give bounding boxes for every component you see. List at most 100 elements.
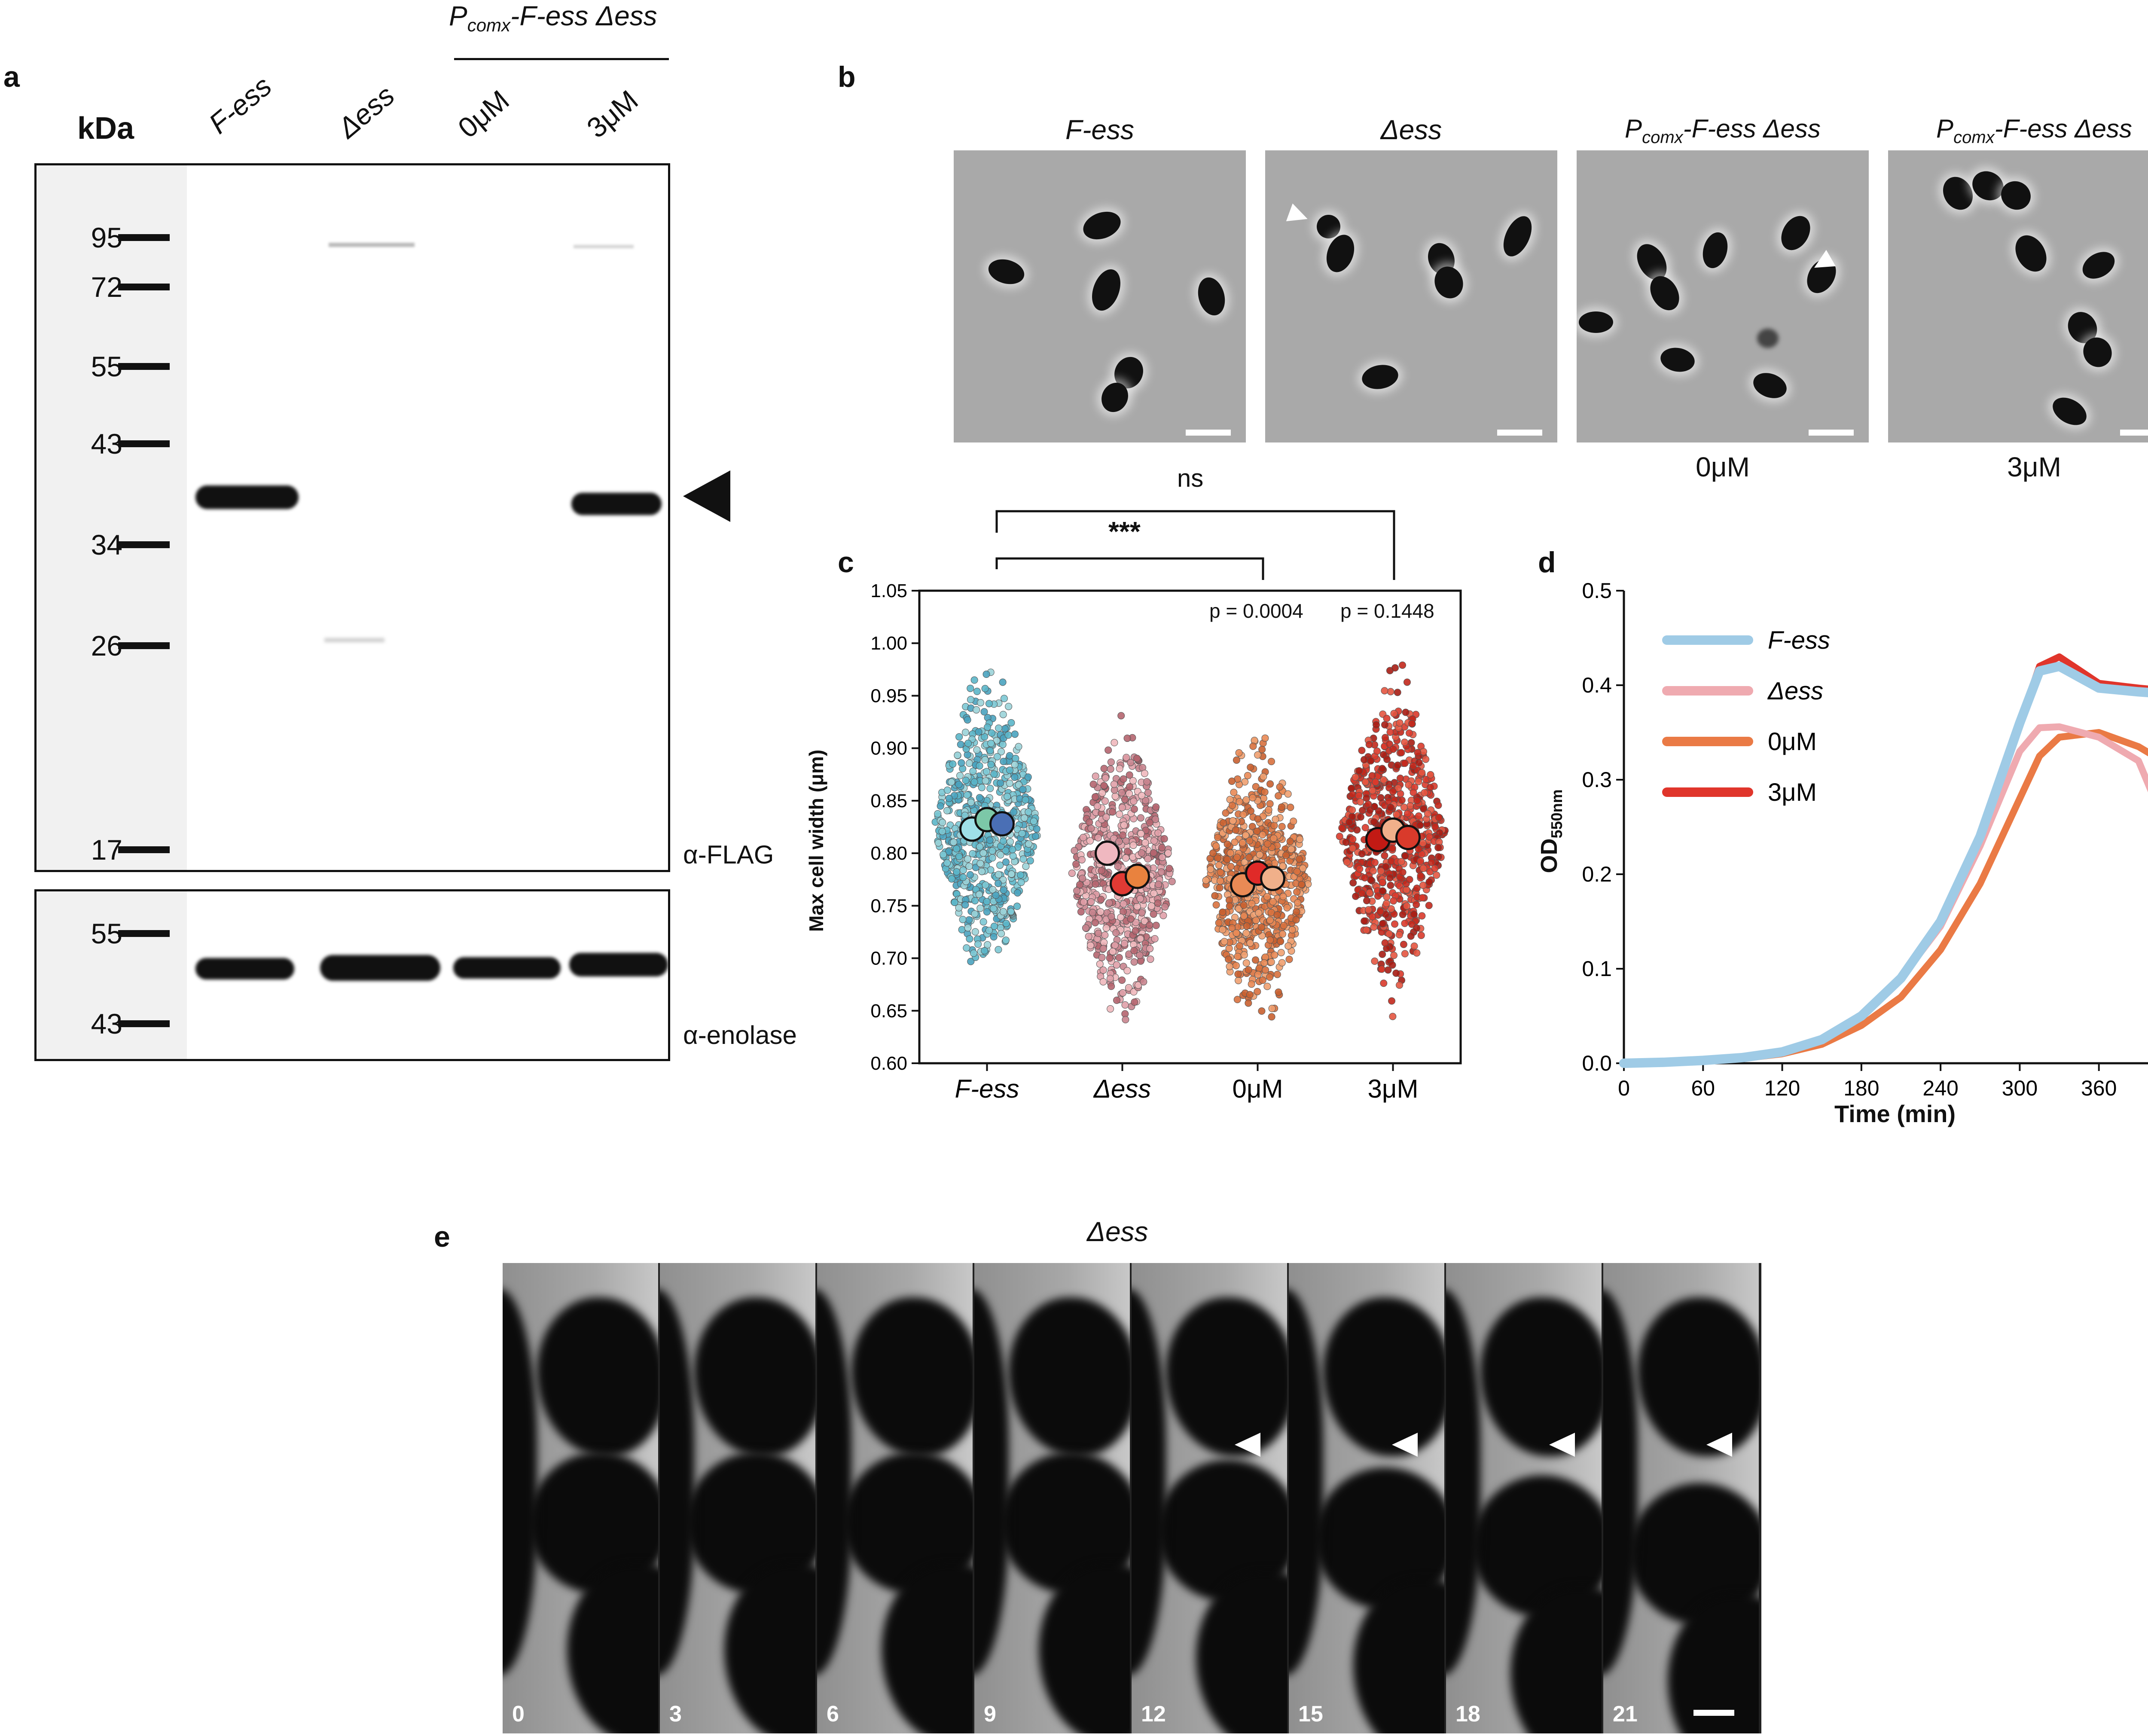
- ladder-lane: [37, 165, 187, 870]
- data-point: [1105, 746, 1112, 754]
- replicate-mean: [1395, 824, 1421, 850]
- data-point: [970, 949, 977, 957]
- data-point: [976, 762, 983, 770]
- data-point: [956, 772, 964, 779]
- data-point: [1385, 930, 1393, 938]
- data-point: [1126, 771, 1133, 779]
- data-point: [1079, 875, 1086, 882]
- y-tick-label: 0.2: [1582, 862, 1612, 886]
- data-point: [980, 708, 988, 716]
- data-point: [1131, 998, 1138, 1006]
- data-point: [1086, 837, 1094, 845]
- data-point: [1202, 876, 1210, 884]
- data-point: [1150, 837, 1158, 845]
- data-point: [1249, 794, 1257, 802]
- data-point: [1270, 835, 1278, 842]
- data-point: [1123, 735, 1131, 742]
- data-point: [1243, 922, 1251, 930]
- cell-body: [817, 1289, 851, 1675]
- data-point: [1100, 782, 1108, 790]
- data-point: [1434, 801, 1442, 809]
- data-point: [963, 791, 971, 799]
- data-point: [987, 761, 995, 769]
- data-point: [1092, 772, 1099, 780]
- data-point: [1135, 981, 1142, 989]
- lane-label-2: Δess: [331, 79, 400, 144]
- title-sub: comx: [1953, 128, 1995, 147]
- data-point: [1357, 798, 1364, 805]
- data-point: [1293, 868, 1301, 876]
- data-point: [1373, 747, 1381, 755]
- data-point: [1278, 959, 1286, 967]
- title-sub: comx: [1642, 128, 1683, 147]
- data-point: [1406, 729, 1413, 737]
- cell-body: [1323, 1297, 1444, 1456]
- data-point: [1290, 818, 1297, 825]
- data-point: [1387, 803, 1394, 811]
- header-bracket-line: [454, 58, 669, 60]
- data-point: [1264, 840, 1272, 848]
- data-point: [1259, 831, 1266, 839]
- x-tick-label: F-ess: [955, 1074, 1019, 1103]
- data-point: [1137, 935, 1144, 943]
- data-point: [1240, 901, 1248, 909]
- data-point: [1214, 854, 1222, 862]
- data-point: [1379, 950, 1386, 958]
- data-point: [1414, 749, 1422, 757]
- data-point: [1094, 834, 1102, 842]
- data-point: [1383, 756, 1391, 763]
- data-point: [1369, 787, 1376, 794]
- data-point: [955, 781, 963, 788]
- data-point: [1381, 687, 1388, 695]
- data-point: [1068, 870, 1076, 877]
- data-point: [1125, 790, 1133, 797]
- data-point: [982, 671, 990, 678]
- septum-arrowhead-icon: [1286, 203, 1311, 228]
- data-point: [976, 860, 984, 867]
- data-point: [1098, 867, 1105, 875]
- panel-a-header: Pcomx-F-ess Δess: [449, 0, 657, 36]
- marker-tick: [118, 234, 170, 241]
- data-point: [978, 868, 986, 876]
- data-point: [965, 916, 973, 924]
- data-point: [1279, 862, 1287, 870]
- series-line-1: [1619, 662, 2148, 1068]
- data-point: [1393, 811, 1400, 818]
- data-point: [1009, 852, 1017, 860]
- data-point: [1239, 811, 1247, 818]
- timelapse-frame: 12: [1132, 1263, 1287, 1733]
- x-tick-label: 360: [2081, 1076, 2117, 1100]
- data-point: [1215, 919, 1223, 927]
- data-point: [969, 767, 977, 775]
- data-point: [988, 729, 995, 737]
- data-point: [1233, 854, 1241, 861]
- data-point: [1426, 784, 1434, 791]
- data-point: [1147, 955, 1154, 963]
- data-point: [1109, 948, 1117, 955]
- data-point: [1101, 774, 1109, 782]
- timelapse-frame: 18: [1446, 1263, 1602, 1733]
- data-point: [1425, 902, 1433, 909]
- data-point: [1390, 952, 1398, 959]
- data-point: [1266, 973, 1274, 981]
- data-point: [1096, 960, 1104, 968]
- data-point: [1018, 830, 1026, 837]
- data-point: [967, 684, 974, 692]
- data-point: [959, 873, 967, 881]
- data-point: [1076, 881, 1084, 889]
- data-point: [1242, 796, 1250, 804]
- data-point: [1355, 792, 1363, 799]
- bacterial-cell: [1658, 345, 1697, 375]
- panel-c-label: c: [838, 546, 854, 579]
- data-point: [1413, 796, 1421, 804]
- data-point: [1242, 929, 1250, 937]
- data-point: [1278, 823, 1286, 830]
- data-point: [1019, 786, 1027, 793]
- data-point: [1097, 896, 1105, 903]
- data-point: [1399, 911, 1407, 918]
- data-point: [1407, 802, 1414, 810]
- data-point: [1006, 838, 1014, 845]
- data-point: [1352, 892, 1360, 900]
- data-point: [1072, 860, 1080, 868]
- data-point: [1394, 784, 1402, 792]
